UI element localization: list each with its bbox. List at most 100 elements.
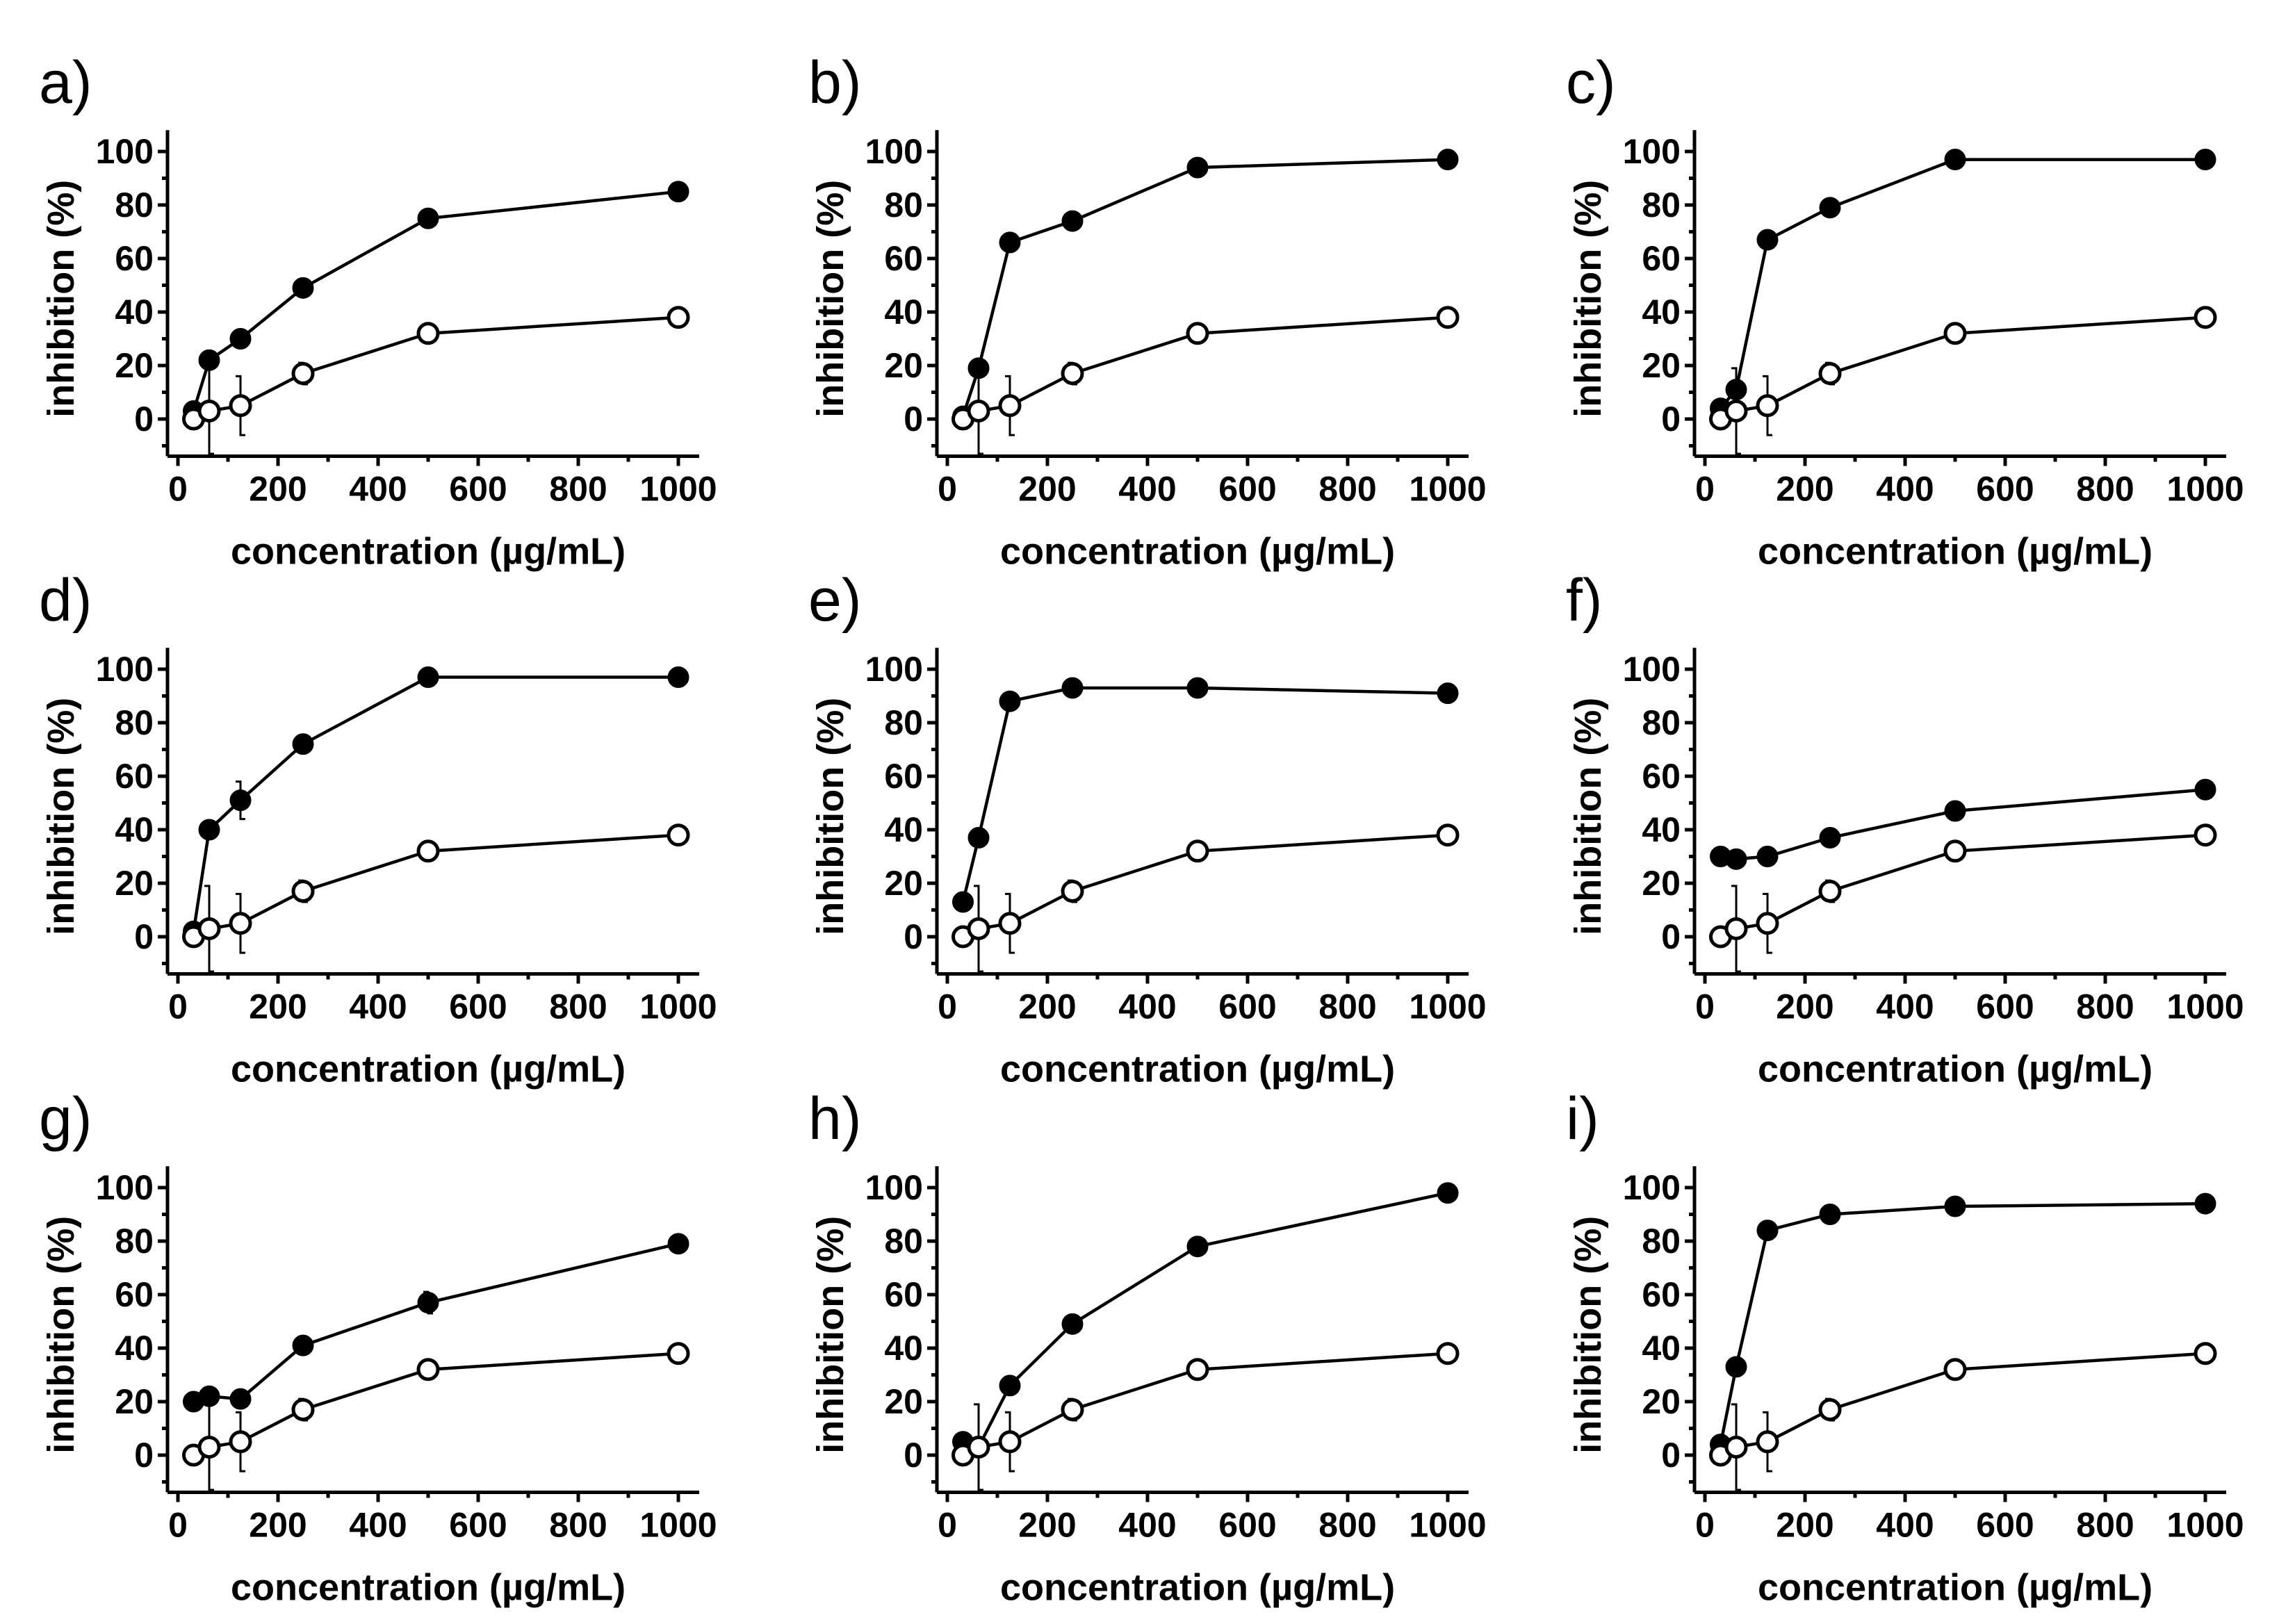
series-line-filled <box>193 1242 679 1404</box>
y-tick-label: 40 <box>1642 810 1681 849</box>
data-point-filled <box>1819 197 1841 219</box>
x-tick-label: 200 <box>249 1506 307 1545</box>
data-point-open <box>1436 1342 1460 1365</box>
x-axis-title: concentration (µg/mL) <box>231 1049 626 1090</box>
data-point-open <box>291 362 315 386</box>
x-tick-label: 600 <box>449 1506 507 1545</box>
y-tick-label: 20 <box>115 864 154 903</box>
x-tick-label: 800 <box>2076 987 2134 1026</box>
data-point-filled <box>229 328 252 350</box>
panel-label: b) <box>808 49 861 116</box>
data-point-filled <box>1725 1356 1747 1378</box>
x-tick-label: 200 <box>1018 987 1076 1026</box>
x-tick-label: 1000 <box>1409 987 1486 1026</box>
x-tick-label: 600 <box>1976 1506 2034 1545</box>
y-tick-label: 100 <box>1623 132 1681 171</box>
y-tick-label: 20 <box>115 1382 154 1421</box>
data-point-open <box>416 322 440 345</box>
x-tick-label: 800 <box>1318 470 1376 509</box>
data-point-open <box>1436 823 1460 847</box>
data-point-open <box>1186 1358 1209 1381</box>
y-tick-label: 80 <box>1642 186 1681 224</box>
x-tick-label: 600 <box>1976 987 2034 1026</box>
series-line-filled <box>192 675 678 932</box>
data-point-filled <box>1061 210 1084 232</box>
x-tick-label: 800 <box>549 1506 607 1545</box>
data-point-filled <box>1944 800 1966 822</box>
y-tick-label: 40 <box>884 293 923 331</box>
data-point-filled <box>999 231 1021 254</box>
x-tick-label: 0 <box>938 987 957 1026</box>
x-tick-label: 800 <box>2076 1506 2134 1545</box>
y-tick-label: 40 <box>1642 293 1681 331</box>
data-point-open <box>229 912 252 935</box>
data-point-open <box>291 880 315 903</box>
x-tick-label: 400 <box>349 987 407 1026</box>
data-point-open <box>1756 394 1779 418</box>
x-tick-label: 800 <box>1318 987 1376 1026</box>
y-tick-label: 80 <box>1642 703 1681 742</box>
panel-label: a) <box>39 49 92 116</box>
data-point-open <box>998 1430 1022 1454</box>
y-tick-label: 80 <box>884 186 923 224</box>
x-tick-label: 600 <box>449 470 507 509</box>
x-tick-label: 200 <box>1018 470 1076 509</box>
panel-label: d) <box>39 567 92 634</box>
y-tick-label: 20 <box>1642 1382 1681 1421</box>
series-line-filled <box>961 686 1448 903</box>
data-point-open <box>229 1430 252 1454</box>
y-tick-label: 100 <box>96 1168 154 1207</box>
x-tick-label: 800 <box>2076 470 2134 509</box>
x-tick-label: 400 <box>1118 1506 1176 1545</box>
y-tick-label: 100 <box>96 650 154 689</box>
panel-label: e) <box>808 567 861 634</box>
data-point-open <box>967 399 990 423</box>
x-axis-title: concentration (µg/mL) <box>231 531 626 573</box>
data-point-open <box>1061 1398 1084 1422</box>
data-point-filled <box>1061 1313 1084 1335</box>
data-point-open <box>1943 322 1967 345</box>
y-tick-label: 40 <box>884 810 923 849</box>
x-tick-label: 200 <box>1776 470 1833 509</box>
data-point-filled <box>229 1388 252 1410</box>
y-tick-label: 100 <box>865 132 923 171</box>
y-axis-title: inhibition (%) <box>1567 180 1609 418</box>
data-point-open <box>1756 1430 1779 1454</box>
data-point-filled <box>292 277 314 299</box>
x-tick-label: 600 <box>1218 987 1276 1026</box>
y-axis-title: inhibition (%) <box>810 180 851 418</box>
data-point-open <box>1943 1358 1967 1381</box>
y-tick-label: 80 <box>884 703 923 742</box>
data-point-open <box>2194 1342 2217 1365</box>
data-point-filled <box>952 891 974 913</box>
y-tick-label: 0 <box>1661 917 1681 956</box>
x-axis-title: concentration (µg/mL) <box>1758 1567 2153 1609</box>
data-point-open <box>1061 880 1084 903</box>
y-tick-label: 80 <box>115 703 154 742</box>
data-point-filled <box>1437 682 1459 705</box>
x-tick-label: 0 <box>168 1506 188 1545</box>
y-tick-label: 0 <box>904 917 923 956</box>
x-tick-label: 1000 <box>2166 470 2244 509</box>
data-point-filled <box>2194 778 2216 801</box>
data-point-open <box>2194 823 2217 847</box>
data-point-filled <box>198 819 220 841</box>
x-tick-label: 400 <box>1118 470 1176 509</box>
y-tick-label: 0 <box>134 400 154 438</box>
data-point-filled <box>1756 846 1779 867</box>
data-point-filled <box>1186 1236 1209 1258</box>
y-tick-label: 0 <box>134 1436 154 1475</box>
x-tick-label: 400 <box>349 1506 407 1545</box>
data-point-open <box>1436 306 1460 329</box>
data-point-open <box>1061 362 1084 386</box>
y-tick-label: 20 <box>884 346 923 385</box>
y-tick-label: 100 <box>1623 1168 1681 1207</box>
x-tick-label: 0 <box>938 470 957 509</box>
y-tick-label: 40 <box>884 1329 923 1368</box>
y-tick-label: 60 <box>1642 757 1681 796</box>
data-point-open <box>197 917 221 940</box>
data-point-filled <box>1437 1182 1459 1204</box>
data-point-open <box>967 917 990 940</box>
